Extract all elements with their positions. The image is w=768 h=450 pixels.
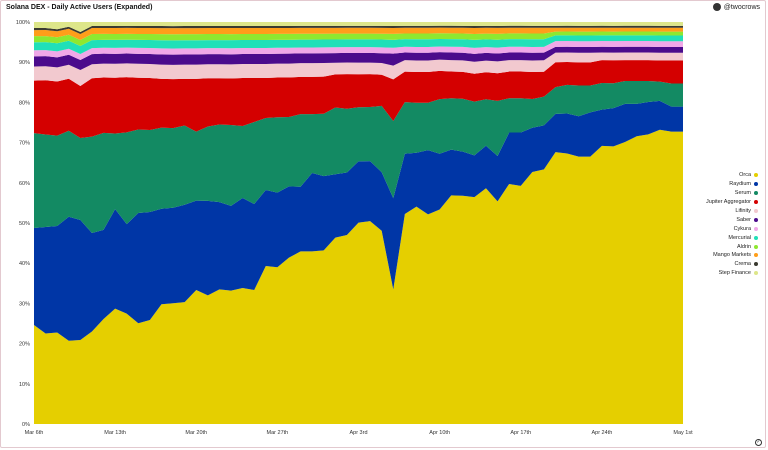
legend-label: Cykura xyxy=(733,225,751,232)
x-tick-label: Mar 13th xyxy=(104,430,126,436)
y-tick-label: 50% xyxy=(19,221,30,227)
area-mango-markets[interactable] xyxy=(34,27,683,40)
legend-label: Mercurial xyxy=(728,234,751,241)
legend-swatch xyxy=(754,182,758,187)
legend-label: Lifinity xyxy=(735,208,751,214)
legend-swatch xyxy=(754,173,758,178)
x-tick-label: Mar 6th xyxy=(25,430,44,436)
legend-item[interactable]: Aldrin xyxy=(688,242,758,251)
legend-label: Mango Markets xyxy=(713,252,751,259)
author-badge[interactable]: @twocrows xyxy=(712,3,760,11)
legend-item[interactable]: Raydium xyxy=(688,180,758,189)
legend-item[interactable]: Serum xyxy=(688,189,758,198)
legend-swatch xyxy=(754,253,758,258)
legend-item[interactable]: Saber xyxy=(688,215,758,224)
y-tick-label: 80% xyxy=(19,100,30,106)
legend-label: Orca xyxy=(739,172,751,179)
chart-legend: Orca Raydium Serum Jupiter Aggregator Lifini… xyxy=(688,171,758,278)
legend-item[interactable]: Cykura xyxy=(688,224,758,233)
legend-label: Crema xyxy=(734,261,751,268)
legend-label: Jupiter Aggregator xyxy=(706,199,751,206)
legend-label: Saber xyxy=(736,216,751,223)
area-lifinity[interactable] xyxy=(34,52,683,86)
legend-swatch xyxy=(754,235,758,240)
legend-item[interactable]: Step Finance xyxy=(688,269,758,278)
legend-swatch xyxy=(754,209,758,213)
x-tick-label: Apr 17th xyxy=(510,430,531,436)
legend-item[interactable]: Jupiter Aggregator xyxy=(688,198,758,207)
y-tick-label: 20% xyxy=(19,342,30,348)
y-tick-label: 30% xyxy=(19,301,30,307)
chart-title: Solana DEX - Daily Active Users (Expande… xyxy=(6,4,153,11)
verified-check-icon: ✓ xyxy=(755,439,762,446)
legend-swatch xyxy=(754,191,758,196)
x-tick-label: Apr 10th xyxy=(429,430,450,436)
area-mercurial[interactable] xyxy=(34,35,683,54)
area-raydium[interactable] xyxy=(34,100,683,341)
legend-item[interactable]: Crema xyxy=(688,260,758,269)
area-orca[interactable] xyxy=(34,129,683,424)
area-aldrin[interactable] xyxy=(34,31,683,46)
area-saber[interactable] xyxy=(34,46,683,70)
legend-swatch xyxy=(754,200,758,205)
y-tick-label: 90% xyxy=(19,60,30,66)
x-tick-label: Apr 24th xyxy=(591,430,612,436)
x-tick-label: May 1st xyxy=(673,430,693,436)
area-crema[interactable] xyxy=(34,25,683,34)
legend-item[interactable]: Mango Markets xyxy=(688,251,758,260)
y-tick-label: 40% xyxy=(19,261,30,267)
legend-label: Step Finance xyxy=(718,270,751,277)
legend-swatch xyxy=(754,226,758,231)
area-serum[interactable] xyxy=(34,81,683,234)
y-tick-label: 0% xyxy=(22,422,30,428)
y-tick-label: 60% xyxy=(19,181,30,187)
legend-label: Serum xyxy=(734,190,751,197)
area-step-finance[interactable] xyxy=(34,22,683,32)
legend-swatch xyxy=(754,244,758,249)
legend-label: Raydium xyxy=(729,181,751,188)
x-tick-label: Mar 20th xyxy=(185,430,207,436)
avatar-icon xyxy=(712,3,721,11)
legend-item[interactable]: Lifinity xyxy=(688,207,758,216)
x-tick-label: Apr 3rd xyxy=(349,430,367,436)
y-tick-label: 70% xyxy=(19,141,30,147)
area-cykura[interactable] xyxy=(34,41,683,60)
legend-swatch xyxy=(754,262,758,267)
x-tick-label: Mar 27th xyxy=(267,430,289,436)
legend-item[interactable]: Orca xyxy=(688,171,758,180)
legend-label: Aldrin xyxy=(736,243,751,250)
author-handle[interactable]: @twocrows xyxy=(723,3,760,11)
y-tick-label: 10% xyxy=(19,382,30,388)
legend-item[interactable]: Mercurial xyxy=(688,233,758,242)
legend-swatch xyxy=(754,271,758,276)
y-tick-label: 100% xyxy=(16,20,30,26)
area-jupiter-aggregator[interactable] xyxy=(34,60,683,138)
legend-swatch xyxy=(754,217,758,222)
